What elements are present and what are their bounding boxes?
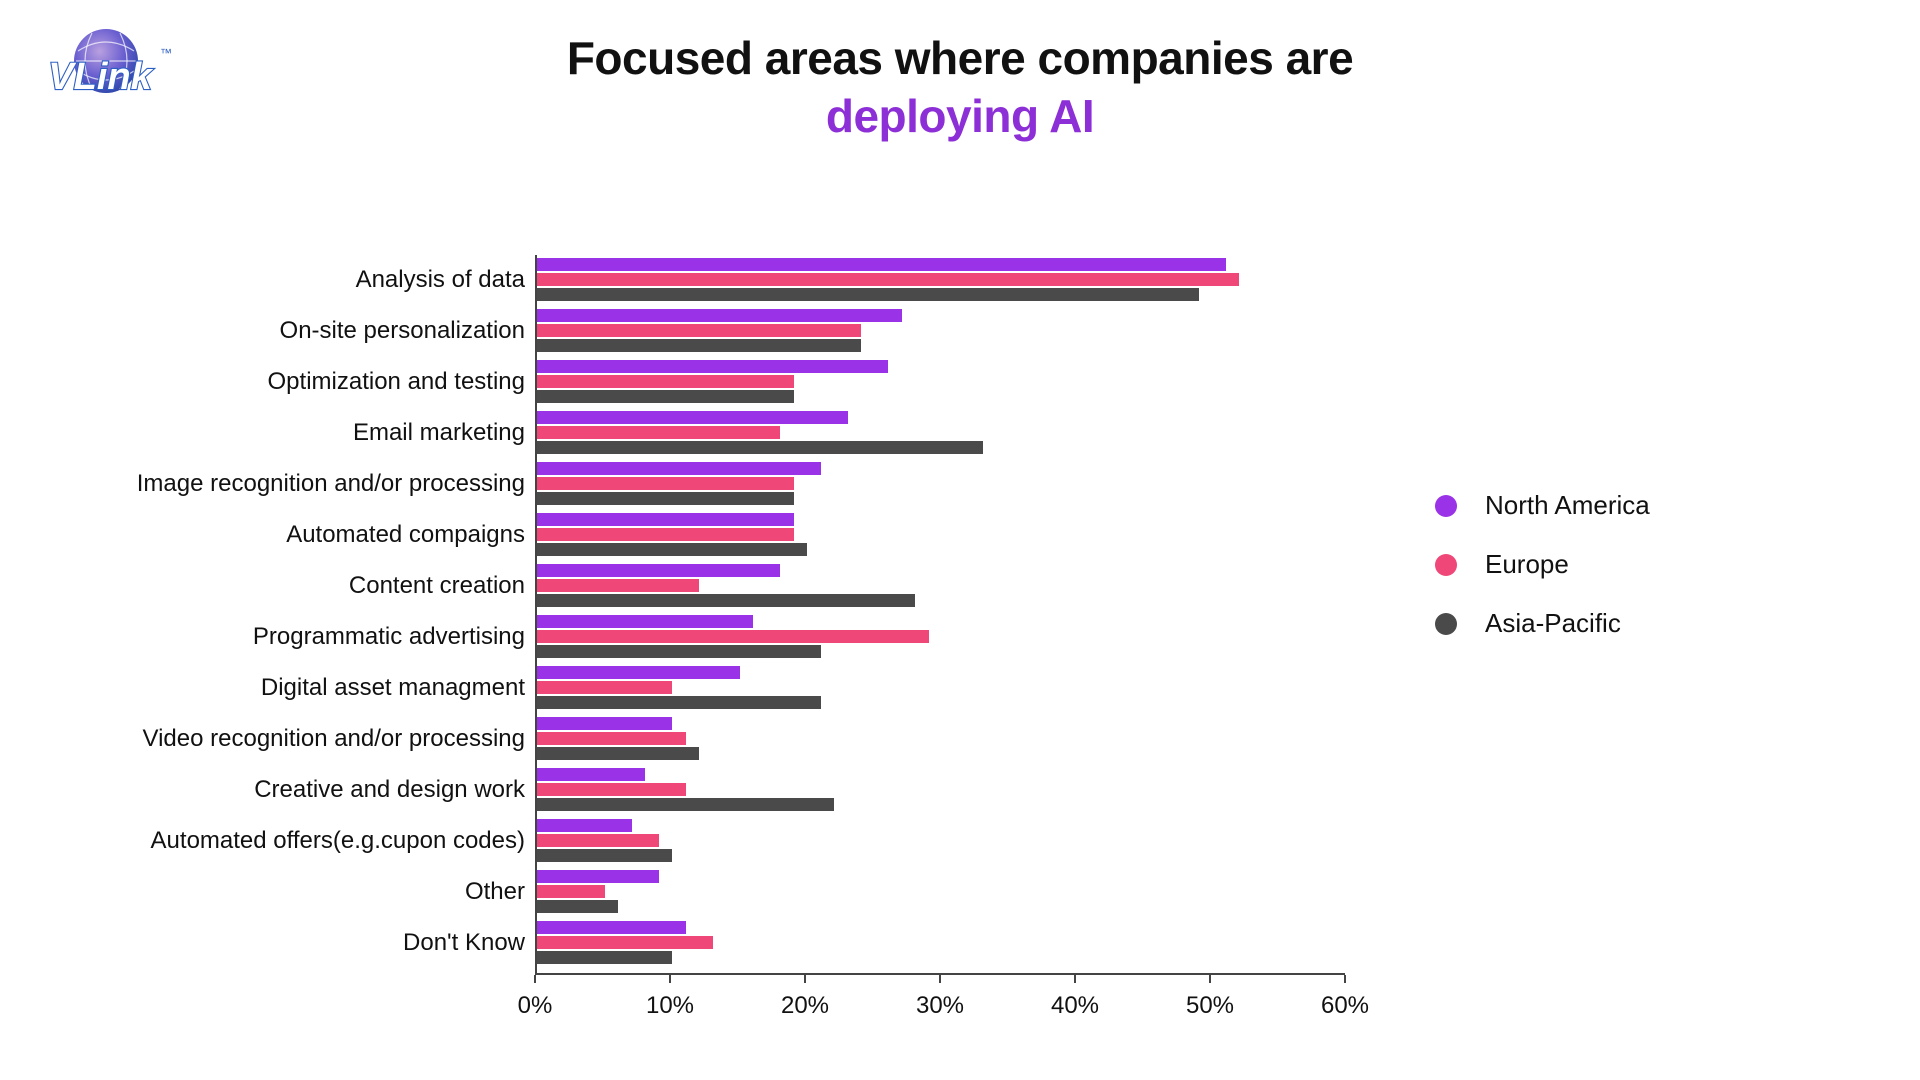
bar [537, 339, 861, 352]
category-label: Email marketing [115, 419, 525, 447]
legend: North America Europe Asia-Pacific [1435, 490, 1735, 667]
bar [537, 834, 659, 847]
bar [537, 324, 861, 337]
bar [537, 513, 794, 526]
x-tick-label: 50% [1186, 992, 1234, 1020]
category-label: Automated offers(e.g.cupon codes) [115, 827, 525, 855]
bar [537, 870, 659, 883]
bar [537, 885, 605, 898]
plot-area: Analysis of dataOn-site personalizationO… [535, 255, 1345, 975]
bar [537, 441, 983, 454]
bar [537, 732, 686, 745]
x-tick-label: 10% [646, 992, 694, 1020]
legend-label: Asia-Pacific [1485, 608, 1621, 639]
x-tick-label: 40% [1051, 992, 1099, 1020]
category-label: Don't Know [115, 929, 525, 957]
category-label: Automated compaigns [115, 521, 525, 549]
bar [537, 462, 821, 475]
category-label: Optimization and testing [115, 368, 525, 396]
category-label: Video recognition and/or processing [115, 725, 525, 753]
bar [537, 798, 834, 811]
bar [537, 768, 645, 781]
legend-label: North America [1485, 490, 1650, 521]
bar [537, 921, 686, 934]
bar [537, 615, 753, 628]
x-tick-label: 0% [518, 992, 553, 1020]
title-line-2: deploying AI [0, 88, 1920, 146]
bar [537, 951, 672, 964]
legend-marker-icon [1435, 495, 1457, 517]
x-tick-label: 60% [1321, 992, 1369, 1020]
bar [537, 309, 902, 322]
bar [537, 543, 807, 556]
bar [537, 273, 1239, 286]
category-label: Creative and design work [115, 776, 525, 804]
x-tick [534, 975, 536, 983]
category-label: Content creation [115, 572, 525, 600]
bar [537, 426, 780, 439]
bar [537, 681, 672, 694]
x-tick [669, 975, 671, 983]
bar [537, 630, 929, 643]
category-label: Digital asset managment [115, 674, 525, 702]
x-tick [1074, 975, 1076, 983]
bar [537, 288, 1199, 301]
bar [537, 564, 780, 577]
category-label: Image recognition and/or processing [115, 470, 525, 498]
legend-item: Asia-Pacific [1435, 608, 1735, 639]
bar [537, 666, 740, 679]
bar [537, 411, 848, 424]
chart-title: Focused areas where companies are deploy… [0, 30, 1920, 145]
bar [537, 696, 821, 709]
bar-chart: Analysis of data On-site personalization O… [115, 255, 1345, 975]
bar [537, 579, 699, 592]
legend-item: Europe [1435, 549, 1735, 580]
bar [537, 594, 915, 607]
x-tick [804, 975, 806, 983]
bar [537, 390, 794, 403]
bar [537, 645, 821, 658]
bar [537, 747, 699, 760]
bar [537, 936, 713, 949]
bar [537, 258, 1226, 271]
category-label: Programmatic advertising [115, 623, 525, 651]
bar [537, 528, 794, 541]
bar [537, 360, 888, 373]
legend-label: Europe [1485, 549, 1569, 580]
x-tick-label: 30% [916, 992, 964, 1020]
category-label: On-site personalization [115, 317, 525, 345]
title-line-1: Focused areas where companies are [0, 30, 1920, 88]
x-tick [939, 975, 941, 983]
legend-marker-icon [1435, 554, 1457, 576]
bar [537, 900, 618, 913]
bar [537, 849, 672, 862]
bar [537, 717, 672, 730]
x-tick [1209, 975, 1211, 983]
x-tick-label: 20% [781, 992, 829, 1020]
category-label: Other [115, 878, 525, 906]
category-label: Analysis of data [115, 266, 525, 294]
bar [537, 375, 794, 388]
bar [537, 477, 794, 490]
x-tick [1344, 975, 1346, 983]
bar [537, 492, 794, 505]
legend-item: North America [1435, 490, 1735, 521]
bar [537, 783, 686, 796]
bar [537, 819, 632, 832]
legend-marker-icon [1435, 613, 1457, 635]
